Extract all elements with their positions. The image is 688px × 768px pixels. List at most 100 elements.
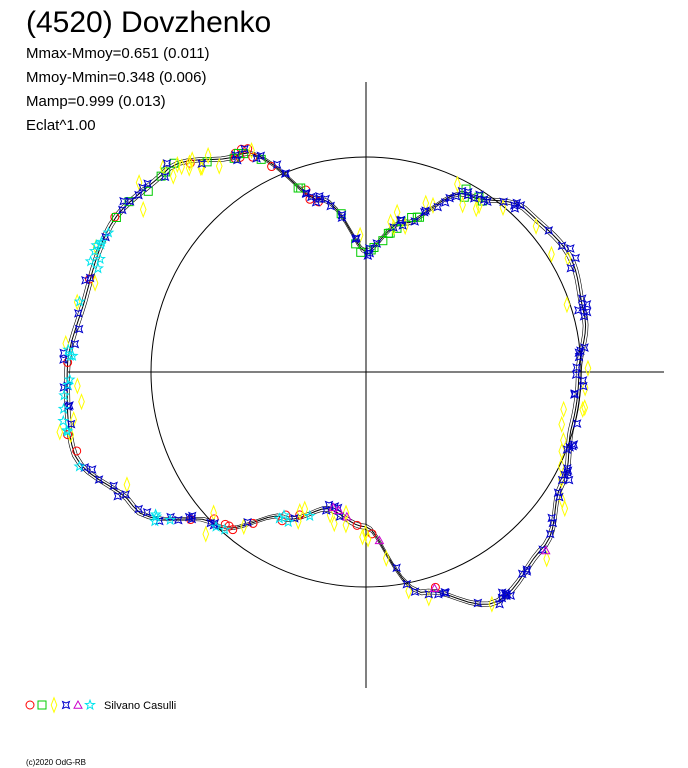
data-point-star4 bbox=[574, 352, 584, 362]
data-point-star4 bbox=[59, 355, 68, 364]
data-point-star bbox=[73, 295, 86, 307]
data-point-star4 bbox=[301, 188, 311, 198]
data-point-star4 bbox=[85, 273, 95, 283]
legend-symbol-square bbox=[37, 700, 47, 710]
data-point-diamond bbox=[169, 167, 177, 185]
data-point-diamond bbox=[405, 582, 413, 600]
data-point-star4 bbox=[143, 179, 152, 189]
data-point-star4 bbox=[397, 215, 406, 225]
chart-title: (4520) Dovzhenko bbox=[26, 6, 271, 39]
data-point-star4 bbox=[469, 193, 479, 203]
data-point-star4 bbox=[364, 244, 374, 253]
mean-reference-circle bbox=[150, 156, 582, 588]
legend-author: Silvano Casulli bbox=[104, 700, 176, 712]
data-point-star4 bbox=[142, 507, 152, 517]
data-point-star4 bbox=[337, 210, 347, 220]
data-point-star4 bbox=[577, 294, 587, 304]
data-point-star4 bbox=[522, 567, 532, 576]
data-point-star bbox=[303, 509, 316, 522]
data-point-star bbox=[95, 235, 108, 247]
data-point-diamond bbox=[532, 217, 540, 235]
model-curve-line bbox=[64, 150, 589, 607]
data-point-diamond bbox=[74, 377, 81, 395]
data-point-star4 bbox=[326, 201, 336, 211]
data-point-star4 bbox=[311, 197, 321, 207]
data-point-star4 bbox=[512, 198, 522, 208]
data-point-star bbox=[282, 515, 295, 528]
data-point-star4 bbox=[420, 207, 429, 217]
legend-symbol-circle bbox=[25, 700, 35, 710]
data-point-star4 bbox=[568, 441, 578, 451]
data-point-star4 bbox=[580, 343, 589, 352]
data-point-diamond bbox=[123, 476, 131, 494]
data-point-diamond bbox=[561, 499, 569, 518]
data-point-star4 bbox=[566, 263, 576, 273]
data-point-diamond bbox=[560, 400, 567, 418]
data-point-diamond bbox=[210, 504, 217, 522]
data-point-star bbox=[94, 238, 107, 250]
data-point-star bbox=[210, 520, 222, 532]
data-point-diamond bbox=[459, 196, 466, 214]
data-point-star bbox=[148, 515, 161, 527]
data-point-star4 bbox=[162, 159, 172, 168]
data-point-star4 bbox=[59, 383, 69, 392]
data-point-diamond bbox=[429, 196, 437, 214]
data-point-square bbox=[124, 197, 134, 207]
data-point-star4 bbox=[119, 196, 128, 206]
data-point-square bbox=[369, 242, 379, 252]
data-point-star4 bbox=[564, 475, 574, 485]
data-point-star4 bbox=[66, 419, 76, 429]
data-point-star4 bbox=[81, 275, 90, 285]
data-point-star bbox=[88, 244, 101, 257]
model-curve-line bbox=[69, 154, 584, 603]
data-point-diamond bbox=[215, 157, 223, 175]
data-point-star4 bbox=[451, 191, 461, 201]
data-point-diamond bbox=[330, 515, 338, 533]
data-point-star4 bbox=[479, 195, 489, 204]
data-point-star bbox=[64, 349, 77, 361]
data-point-square bbox=[356, 247, 366, 257]
data-point-diamond bbox=[139, 200, 147, 219]
data-point-square bbox=[407, 213, 417, 223]
legend-symbol-diamond bbox=[50, 696, 58, 714]
data-point-star4 bbox=[441, 588, 450, 598]
data-point-diamond bbox=[543, 550, 551, 568]
data-point-star4 bbox=[579, 311, 589, 321]
model-curves bbox=[64, 150, 589, 607]
data-point-star4 bbox=[572, 363, 582, 372]
data-point-star4 bbox=[80, 463, 90, 472]
data-point-star4 bbox=[473, 598, 483, 608]
data-point-diamond bbox=[558, 442, 566, 460]
data-point-star4 bbox=[573, 305, 583, 315]
stat-mmoy-mmin: Mmoy-Mmin=0.348 (0.006) bbox=[26, 69, 206, 86]
data-points bbox=[56, 141, 592, 613]
data-point-star4 bbox=[495, 599, 504, 609]
data-point-circle bbox=[72, 446, 82, 456]
data-point-diamond bbox=[204, 146, 212, 165]
data-point-star4 bbox=[243, 517, 252, 527]
data-point-diamond bbox=[342, 516, 350, 534]
data-point-star4 bbox=[421, 206, 430, 216]
data-point-star4 bbox=[87, 465, 97, 474]
data-point-star4 bbox=[240, 144, 249, 154]
data-point-star4 bbox=[352, 233, 361, 243]
data-point-star bbox=[60, 424, 73, 436]
data-point-star4 bbox=[351, 234, 360, 244]
legend bbox=[25, 696, 97, 714]
data-point-diamond bbox=[584, 359, 592, 377]
data-point-diamond bbox=[178, 158, 185, 176]
data-point-star4 bbox=[65, 401, 74, 410]
data-point-star4 bbox=[402, 579, 412, 589]
data-point-diamond bbox=[563, 296, 571, 314]
data-point-star4 bbox=[398, 221, 407, 230]
data-point-star4 bbox=[206, 518, 216, 528]
data-point-diamond bbox=[488, 595, 496, 613]
data-point-star4 bbox=[502, 591, 511, 601]
data-point-star4 bbox=[582, 299, 592, 309]
data-point-star4 bbox=[433, 202, 443, 212]
data-point-star bbox=[57, 402, 70, 414]
stat-mmax-mmoy: Mmax-Mmoy=0.651 (0.011) bbox=[26, 45, 210, 62]
copyright-text: (c)2020 OdG-RB bbox=[26, 758, 86, 767]
data-point-star4 bbox=[499, 197, 508, 207]
data-point-star4 bbox=[570, 390, 579, 399]
